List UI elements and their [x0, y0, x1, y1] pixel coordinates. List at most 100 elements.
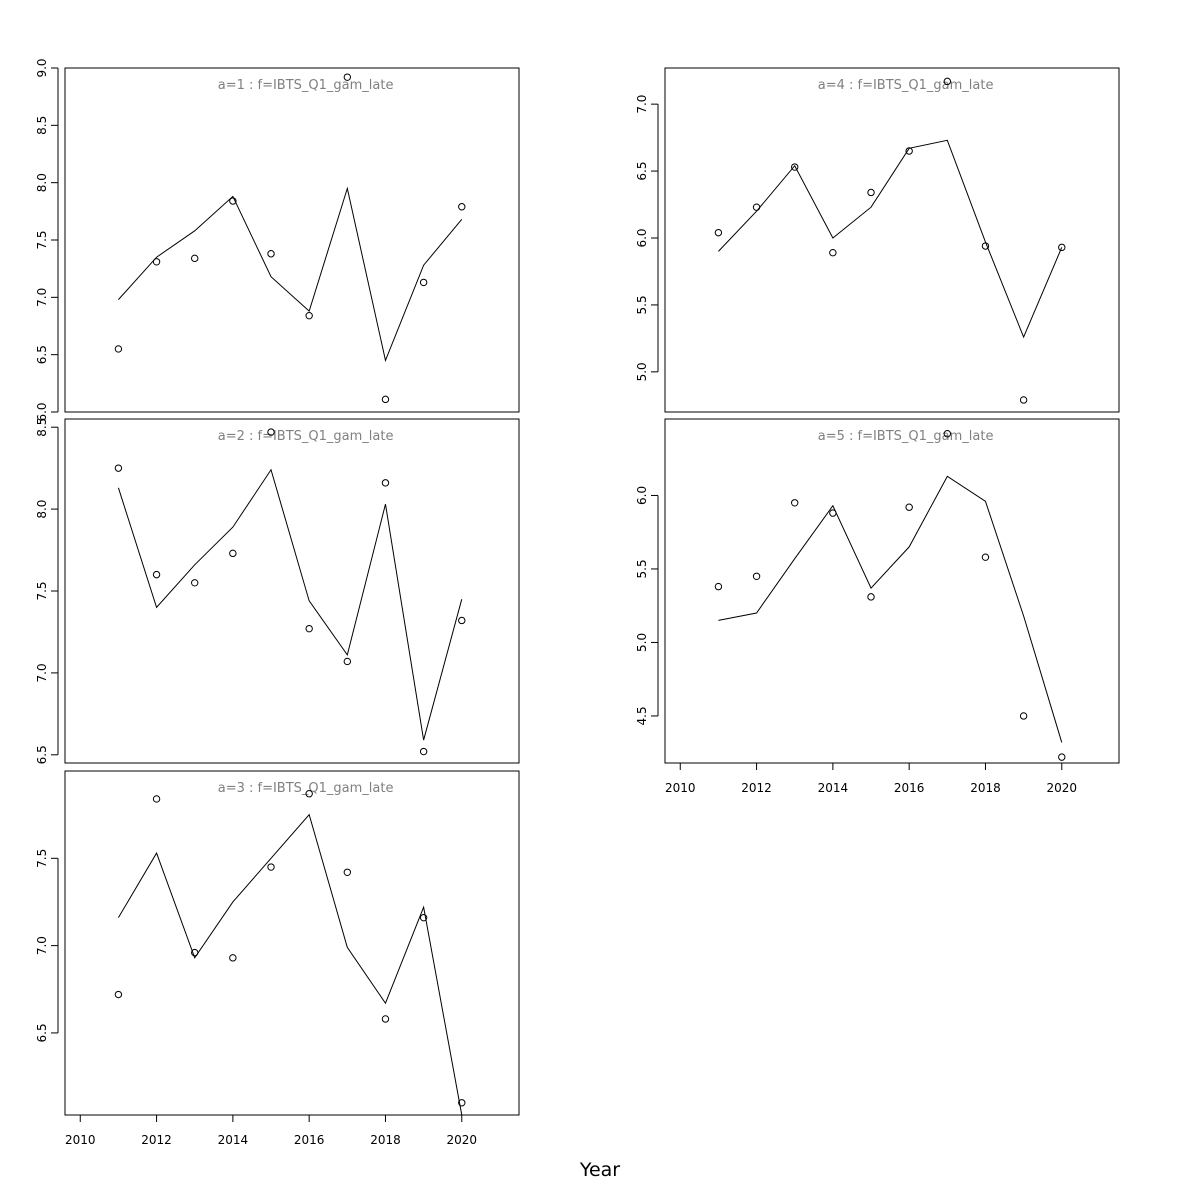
observed-point [305, 311, 313, 320]
observed-point [267, 863, 275, 871]
observed-point [305, 790, 313, 798]
x-tick-label: 2016 [294, 1133, 325, 1147]
y-tick-label: 8.0 [35, 500, 49, 519]
panel-title: a=5 : f=IBTS_Q1_gam_late [818, 429, 994, 444]
observed-point [419, 913, 428, 922]
plot-frame [64, 770, 520, 1116]
observed-point [152, 258, 161, 266]
y-tick-label: 5.0 [635, 362, 649, 381]
observed-point [905, 503, 913, 511]
observed-point [867, 593, 875, 601]
y-tick-label: 6.0 [635, 228, 649, 247]
y-axis: 6.0 6.5 7.0 7.5 8.0 8.5 9.0 [35, 58, 59, 422]
y-tick-label: 7.0 [635, 95, 649, 114]
x-tick-label: 2012 [141, 1133, 172, 1147]
observed-point [419, 747, 428, 756]
x-tick-label: 2010 [65, 1133, 96, 1147]
observed-point [343, 73, 352, 81]
plot-frame [664, 67, 1120, 413]
observed-point [752, 203, 761, 211]
y-tick-label: 5.5 [635, 295, 649, 314]
observed-point [714, 228, 723, 237]
observed-point [829, 249, 837, 257]
y-tick-label: 6.0 [635, 486, 649, 505]
observed-point [1019, 396, 1028, 404]
y-axis: 6.5 7.0 7.5 [35, 849, 59, 1042]
y-tick-label: 6.0 [35, 402, 49, 421]
y-tick-label: 9.0 [35, 58, 49, 77]
observed-point [191, 948, 199, 957]
observed-point [381, 1015, 390, 1023]
observed-point [191, 254, 199, 263]
fitted-line [118, 186, 463, 363]
x-tick-label: 2012 [741, 781, 772, 795]
observed-point [114, 345, 123, 353]
observed-point [114, 990, 123, 999]
observed-point [791, 163, 799, 171]
plot-area [117, 813, 463, 1115]
y-tick-label: 7.0 [35, 288, 49, 307]
fitted-line [718, 475, 1063, 743]
plot-area [718, 139, 1063, 339]
fitted-line [117, 468, 463, 741]
x-axis: 2010 2012 2014 2016 2018 2020 [65, 1114, 477, 1147]
y-tick-label: 6.5 [635, 162, 649, 181]
observed-point [943, 77, 952, 86]
observed-point [229, 197, 237, 205]
x-tick-label: 2016 [894, 781, 925, 795]
observed-point [343, 868, 352, 876]
x-tick-label: 2010 [665, 781, 696, 795]
x-tick-label: 2018 [970, 781, 1001, 795]
y-tick-label: 6.5 [35, 745, 49, 764]
y-axis: 5.0 5.5 6.0 6.5 7.0 [635, 95, 659, 381]
x-tick-label: 2020 [1046, 781, 1077, 795]
observed-point [905, 147, 913, 155]
y-tick-label: 6.5 [35, 345, 49, 364]
observed-point [1058, 243, 1066, 252]
y-tick-label: 7.0 [35, 663, 49, 682]
observed-point [381, 395, 390, 404]
x-tick-label: 2014 [818, 781, 849, 795]
observed-point [381, 479, 390, 487]
observed-point [981, 242, 990, 250]
observed-point [229, 549, 237, 558]
x-tick-label: 2014 [218, 1133, 249, 1147]
panel-title: a=2 : f=IBTS_Q1_gam_late [218, 429, 394, 444]
panel-title: a=4 : f=IBTS_Q1_gam_late [818, 78, 994, 93]
observed-point [305, 624, 313, 633]
observed-point [981, 553, 990, 561]
y-axis: 4.5 5.0 5.5 6.0 [635, 486, 659, 726]
observed-point [458, 616, 466, 625]
y-axis: 6.5 7.0 7.5 8.0 8.5 [35, 418, 59, 764]
y-tick-label: 7.5 [35, 849, 49, 868]
panel-2: a=2 : f=IBTS_Q1_gam_late 6.5 7.0 7.5 8.0 8.5 [35, 418, 520, 764]
fitted-line [718, 139, 1063, 339]
y-tick-label: 8.5 [35, 418, 49, 437]
panel-4: a=4 : f=IBTS_Q1_gam_late 5.0 5.5 6.0 6.5 7.0 [635, 67, 1120, 413]
observed-point [1058, 753, 1066, 761]
x-tick-label: 2020 [446, 1133, 477, 1147]
plot-frame [64, 67, 520, 413]
x-tick-label: 2018 [370, 1133, 401, 1147]
observed-point [114, 464, 123, 472]
plot-area [118, 186, 463, 363]
x-axis: 2010 2012 2014 2016 2018 2020 [665, 762, 1077, 795]
observed-point [191, 579, 199, 587]
plot-area [718, 475, 1063, 743]
panel-5: a=5 : f=IBTS_Q1_gam_late 4.5 5.0 5.5 6.0 2010… [635, 418, 1120, 795]
observed-point [791, 499, 799, 507]
observed-point [752, 572, 761, 580]
observed-point [1019, 712, 1028, 720]
fitted-line [117, 813, 463, 1115]
y-tick-label: 6.5 [35, 1023, 49, 1042]
observed-point [458, 203, 466, 211]
observed-point [829, 509, 837, 517]
y-tick-label: 4.5 [635, 706, 649, 725]
observed-point [267, 428, 275, 436]
observed-point [714, 582, 723, 591]
panel-title: a=3 : f=IBTS_Q1_gam_late [218, 781, 394, 796]
y-tick-label: 5.5 [635, 559, 649, 578]
observed-point [458, 1099, 466, 1107]
